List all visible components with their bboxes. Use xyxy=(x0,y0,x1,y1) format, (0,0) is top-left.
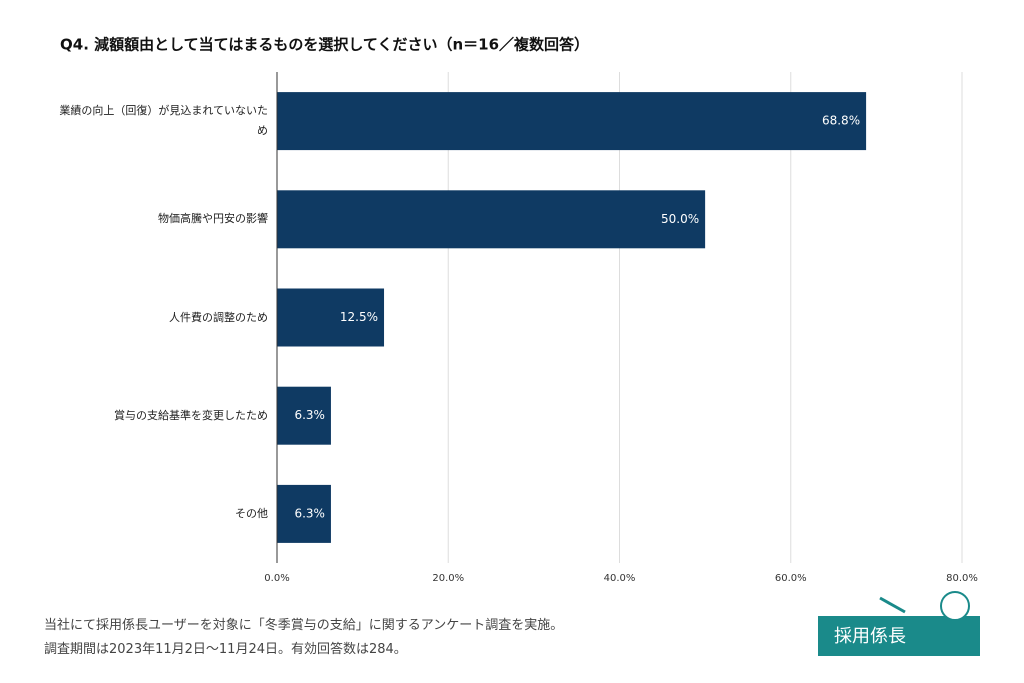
bar xyxy=(277,288,385,347)
bar xyxy=(277,190,706,249)
chart-title: Q4. 減額額由として当てはまるものを選択してください（n＝16／複数回答） xyxy=(60,36,589,54)
bar xyxy=(277,386,331,445)
x-tick-label: 0.0% xyxy=(264,573,289,584)
value-label: 68.8% xyxy=(822,114,860,128)
value-label: 50.0% xyxy=(661,212,699,226)
x-tick-label: 20.0% xyxy=(432,573,464,584)
y-tick-label: 業績の向上（回復）が見込まれていないため xyxy=(59,104,268,138)
y-tick-label: 人件費の調整のため xyxy=(169,310,268,324)
bar xyxy=(277,92,867,151)
x-tick-label: 60.0% xyxy=(775,573,807,584)
value-label: 6.3% xyxy=(294,408,325,422)
logo-box xyxy=(818,616,980,656)
value-label: 12.5% xyxy=(340,310,378,324)
x-tick-label: 40.0% xyxy=(604,573,636,584)
y-tick-label: 物価高騰や円安の影響 xyxy=(158,212,268,226)
logo: 採用係長 xyxy=(818,591,980,656)
logo-arm xyxy=(879,596,906,614)
y-tick-label: 賞与の支給基準を変更したため xyxy=(114,408,268,422)
footnote: 調査期間は2023年11月2日〜11月24日。有効回答数は284。 xyxy=(44,642,407,657)
logo-text: 採用係長 xyxy=(834,626,906,647)
logo-figure xyxy=(940,591,970,621)
footnote: 当社にて採用係長ユーザーを対象に「冬季賞与の支給」に関するアンケート調査を実施。 xyxy=(44,618,564,633)
y-tick-label: その他 xyxy=(235,506,268,520)
bar xyxy=(277,484,331,543)
x-tick-label: 80.0% xyxy=(946,573,978,584)
value-label: 6.3% xyxy=(294,506,325,520)
